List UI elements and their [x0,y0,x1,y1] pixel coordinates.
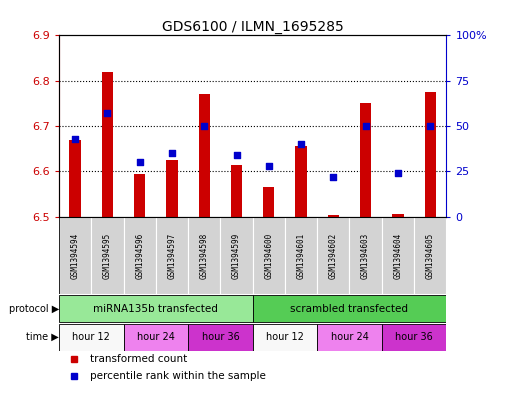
Text: percentile rank within the sample: percentile rank within the sample [90,371,266,381]
Text: GSM1394603: GSM1394603 [361,233,370,279]
Text: hour 24: hour 24 [330,332,368,342]
Bar [166,160,177,217]
Bar [124,217,156,294]
Text: GSM1394594: GSM1394594 [71,233,80,279]
Text: miRNA135b transfected: miRNA135b transfected [93,304,218,314]
Bar [221,217,252,294]
Text: GSM1394595: GSM1394595 [103,233,112,279]
Bar [414,217,446,294]
Bar [188,217,221,294]
Text: hour 36: hour 36 [202,332,239,342]
Point [200,123,208,129]
Text: GSM1394602: GSM1394602 [329,233,338,279]
Bar [382,217,414,294]
Text: GSM1394604: GSM1394604 [393,233,402,279]
Text: hour 12: hour 12 [72,332,110,342]
Point [135,159,144,165]
Title: GDS6100 / ILMN_1695285: GDS6100 / ILMN_1695285 [162,20,344,34]
Bar [59,323,124,351]
Bar [392,215,404,217]
Bar [285,217,317,294]
Bar [295,147,307,217]
Text: GSM1394600: GSM1394600 [264,233,273,279]
Text: GSM1394598: GSM1394598 [200,233,209,279]
Bar [102,72,113,217]
Bar [69,140,81,217]
Bar [156,217,188,294]
Bar [252,295,446,322]
Bar [349,217,382,294]
Text: hour 36: hour 36 [395,332,433,342]
Text: GSM1394601: GSM1394601 [297,233,306,279]
Bar [134,174,145,217]
Text: GSM1394596: GSM1394596 [135,233,144,279]
Bar [252,217,285,294]
Bar [252,323,317,351]
Text: GSM1394605: GSM1394605 [426,233,435,279]
Point [394,170,402,176]
Bar [317,323,382,351]
Text: transformed count: transformed count [90,354,187,364]
Bar [317,217,349,294]
Point [265,163,273,169]
Bar [91,217,124,294]
Text: hour 24: hour 24 [137,332,175,342]
Point [426,123,435,129]
Bar [231,165,242,217]
Text: hour 12: hour 12 [266,332,304,342]
Text: protocol ▶: protocol ▶ [9,304,59,314]
Text: time ▶: time ▶ [26,332,59,342]
Bar [360,103,371,217]
Bar [188,323,252,351]
Bar [263,187,274,217]
Bar [199,94,210,217]
Point [103,110,111,116]
Bar [124,323,188,351]
Text: GSM1394599: GSM1394599 [232,233,241,279]
Point [297,141,305,147]
Text: GSM1394597: GSM1394597 [167,233,176,279]
Text: scrambled transfected: scrambled transfected [290,304,408,314]
Bar [425,92,436,217]
Point [168,150,176,156]
Bar [59,295,252,322]
Point [232,152,241,158]
Bar [328,215,339,217]
Bar [382,323,446,351]
Point [362,123,370,129]
Point [71,136,79,142]
Point [329,174,338,180]
Bar [59,217,91,294]
